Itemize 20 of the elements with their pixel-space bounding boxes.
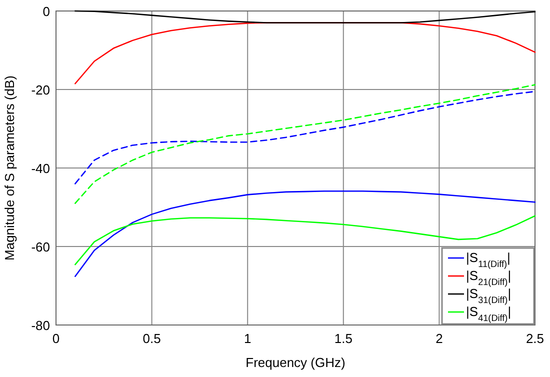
y-tick-label: -20	[31, 82, 50, 98]
x-tick-label: 0	[52, 331, 60, 346]
y-tick-label: -80	[31, 318, 50, 333]
legend-label: |S$_{31(Diff)}$|	[466, 286, 512, 305]
legend-label: |S$_{41(Diff)}$|	[466, 304, 512, 323]
x-axis-title: Frequency (GHz)	[246, 355, 346, 370]
legend-label: |S$_{11(Diff)}$|	[466, 250, 510, 269]
x-tick-label: 2.5	[526, 331, 544, 346]
line-series	[74, 10, 536, 24]
x-tick-label: 1	[244, 331, 252, 346]
x-tick-label: 1.5	[334, 331, 352, 346]
line-series	[74, 90, 536, 184]
y-tick-label: -40	[31, 161, 50, 176]
x-tick-label: 0.5	[142, 331, 161, 346]
y-tick-label: 0	[42, 4, 50, 19]
y-axis-title: Magnitude of S parameters (dB)	[2, 76, 17, 260]
x-tick-label: 2	[436, 331, 443, 346]
y-tick-label: -60	[31, 240, 50, 254]
legend-label: |S$_{21(Diff)}$|	[466, 268, 512, 287]
line-series	[74, 84, 536, 204]
